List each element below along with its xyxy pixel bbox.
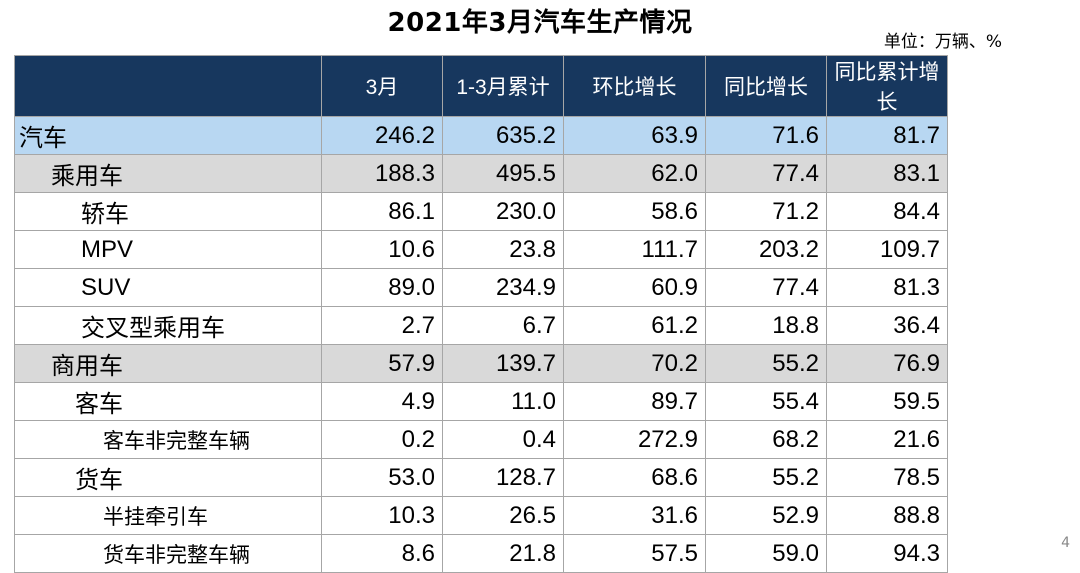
cell-yoy-ytd: 84.4 <box>826 192 948 231</box>
cell-ytd: 6.7 <box>442 306 564 345</box>
row-label: 汽车 <box>14 116 322 155</box>
cell-yoy: 68.2 <box>705 420 827 459</box>
table-row: 轿车 86.1 230.0 58.6 71.2 84.4 <box>14 192 1069 231</box>
row-label: 半挂牵引车 <box>14 496 322 535</box>
cell-march: 2.7 <box>321 306 443 345</box>
cell-yoy-ytd: 76.9 <box>826 344 948 383</box>
cell-ytd: 26.5 <box>442 496 564 535</box>
row-label: MPV <box>14 230 322 269</box>
page-number: 4 <box>1061 535 1070 551</box>
cell-mom: 89.7 <box>563 382 706 421</box>
cell-march: 8.6 <box>321 534 443 573</box>
cell-yoy: 203.2 <box>705 230 827 269</box>
cell-yoy-ytd: 59.5 <box>826 382 948 421</box>
cell-yoy-ytd: 21.6 <box>826 420 948 459</box>
cell-yoy-ytd: 81.3 <box>826 268 948 307</box>
page-title: 2021年3月汽车生产情况 <box>387 8 693 38</box>
row-label: 交叉型乘用车 <box>14 306 322 345</box>
cell-yoy-ytd: 83.1 <box>826 154 948 193</box>
cell-mom: 31.6 <box>563 496 706 535</box>
table-row-total: 汽车 246.2 635.2 63.9 71.6 81.7 <box>14 116 1069 155</box>
cell-yoy: 55.2 <box>705 344 827 383</box>
cell-yoy: 52.9 <box>705 496 827 535</box>
cell-yoy-ytd: 88.8 <box>826 496 948 535</box>
row-label: 轿车 <box>14 192 322 231</box>
row-label: SUV <box>14 268 322 307</box>
cell-mom: 60.9 <box>563 268 706 307</box>
cell-yoy: 55.2 <box>705 458 827 497</box>
cell-mom: 70.2 <box>563 344 706 383</box>
cell-yoy: 18.8 <box>705 306 827 345</box>
cell-march: 89.0 <box>321 268 443 307</box>
table-row: 货车 53.0 128.7 68.6 55.2 78.5 <box>14 458 1069 497</box>
cell-ytd: 139.7 <box>442 344 564 383</box>
header-yoy: 同比增长 <box>705 55 827 117</box>
cell-march: 4.9 <box>321 382 443 421</box>
table-header-row: 3月 1-3月累计 环比增长 同比增长 同比累计增长 <box>14 55 1069 117</box>
unit-note: 单位：万辆、% <box>883 32 1002 52</box>
cell-yoy: 59.0 <box>705 534 827 573</box>
header-ytd: 1-3月累计 <box>442 55 564 117</box>
cell-yoy: 55.4 <box>705 382 827 421</box>
table-row: 客车 4.9 11.0 89.7 55.4 59.5 <box>14 382 1069 421</box>
header-category <box>14 55 322 117</box>
cell-march: 10.6 <box>321 230 443 269</box>
table-row: 交叉型乘用车 2.7 6.7 61.2 18.8 36.4 <box>14 306 1069 345</box>
row-label: 客车非完整车辆 <box>14 420 322 459</box>
table-row: 半挂牵引车 10.3 26.5 31.6 52.9 88.8 <box>14 496 1069 535</box>
cell-yoy-ytd: 36.4 <box>826 306 948 345</box>
cell-march: 10.3 <box>321 496 443 535</box>
header-mom: 环比增长 <box>563 55 706 117</box>
table-row: 客车非完整车辆 0.2 0.4 272.9 68.2 21.6 <box>14 420 1069 459</box>
cell-march: 86.1 <box>321 192 443 231</box>
cell-mom: 62.0 <box>563 154 706 193</box>
table-row: MPV 10.6 23.8 111.7 203.2 109.7 <box>14 230 1069 269</box>
cell-yoy: 77.4 <box>705 268 827 307</box>
cell-ytd: 635.2 <box>442 116 564 155</box>
cell-march: 0.2 <box>321 420 443 459</box>
table-row-commercial: 商用车 57.9 139.7 70.2 55.2 76.9 <box>14 344 1069 383</box>
cell-yoy-ytd: 109.7 <box>826 230 948 269</box>
cell-mom: 68.6 <box>563 458 706 497</box>
row-label: 货车非完整车辆 <box>14 534 322 573</box>
cell-march: 57.9 <box>321 344 443 383</box>
header-march: 3月 <box>321 55 443 117</box>
cell-yoy: 71.2 <box>705 192 827 231</box>
cell-ytd: 11.0 <box>442 382 564 421</box>
cell-ytd: 23.8 <box>442 230 564 269</box>
row-label: 货车 <box>14 458 322 497</box>
cell-march: 53.0 <box>321 458 443 497</box>
row-label: 乘用车 <box>14 154 322 193</box>
cell-yoy: 71.6 <box>705 116 827 155</box>
cell-yoy-ytd: 78.5 <box>826 458 948 497</box>
row-label: 商用车 <box>14 344 322 383</box>
cell-mom: 272.9 <box>563 420 706 459</box>
cell-mom: 61.2 <box>563 306 706 345</box>
cell-yoy-ytd: 94.3 <box>826 534 948 573</box>
cell-ytd: 234.9 <box>442 268 564 307</box>
cell-mom: 58.6 <box>563 192 706 231</box>
header-yoy-ytd: 同比累计增长 <box>826 55 948 117</box>
cell-march: 188.3 <box>321 154 443 193</box>
cell-ytd: 230.0 <box>442 192 564 231</box>
production-table: 3月 1-3月累计 环比增长 同比增长 同比累计增长 汽车 246.2 635.… <box>14 55 1069 573</box>
cell-yoy: 77.4 <box>705 154 827 193</box>
cell-ytd: 128.7 <box>442 458 564 497</box>
table-row: 货车非完整车辆 8.6 21.8 57.5 59.0 94.3 <box>14 534 1069 573</box>
cell-mom: 57.5 <box>563 534 706 573</box>
row-label: 客车 <box>14 382 322 421</box>
table-row-passenger: 乘用车 188.3 495.5 62.0 77.4 83.1 <box>14 154 1069 193</box>
cell-yoy-ytd: 81.7 <box>826 116 948 155</box>
cell-ytd: 0.4 <box>442 420 564 459</box>
cell-mom: 63.9 <box>563 116 706 155</box>
cell-march: 246.2 <box>321 116 443 155</box>
table-row: SUV 89.0 234.9 60.9 77.4 81.3 <box>14 268 1069 307</box>
cell-ytd: 495.5 <box>442 154 564 193</box>
cell-mom: 111.7 <box>563 230 706 269</box>
cell-ytd: 21.8 <box>442 534 564 573</box>
